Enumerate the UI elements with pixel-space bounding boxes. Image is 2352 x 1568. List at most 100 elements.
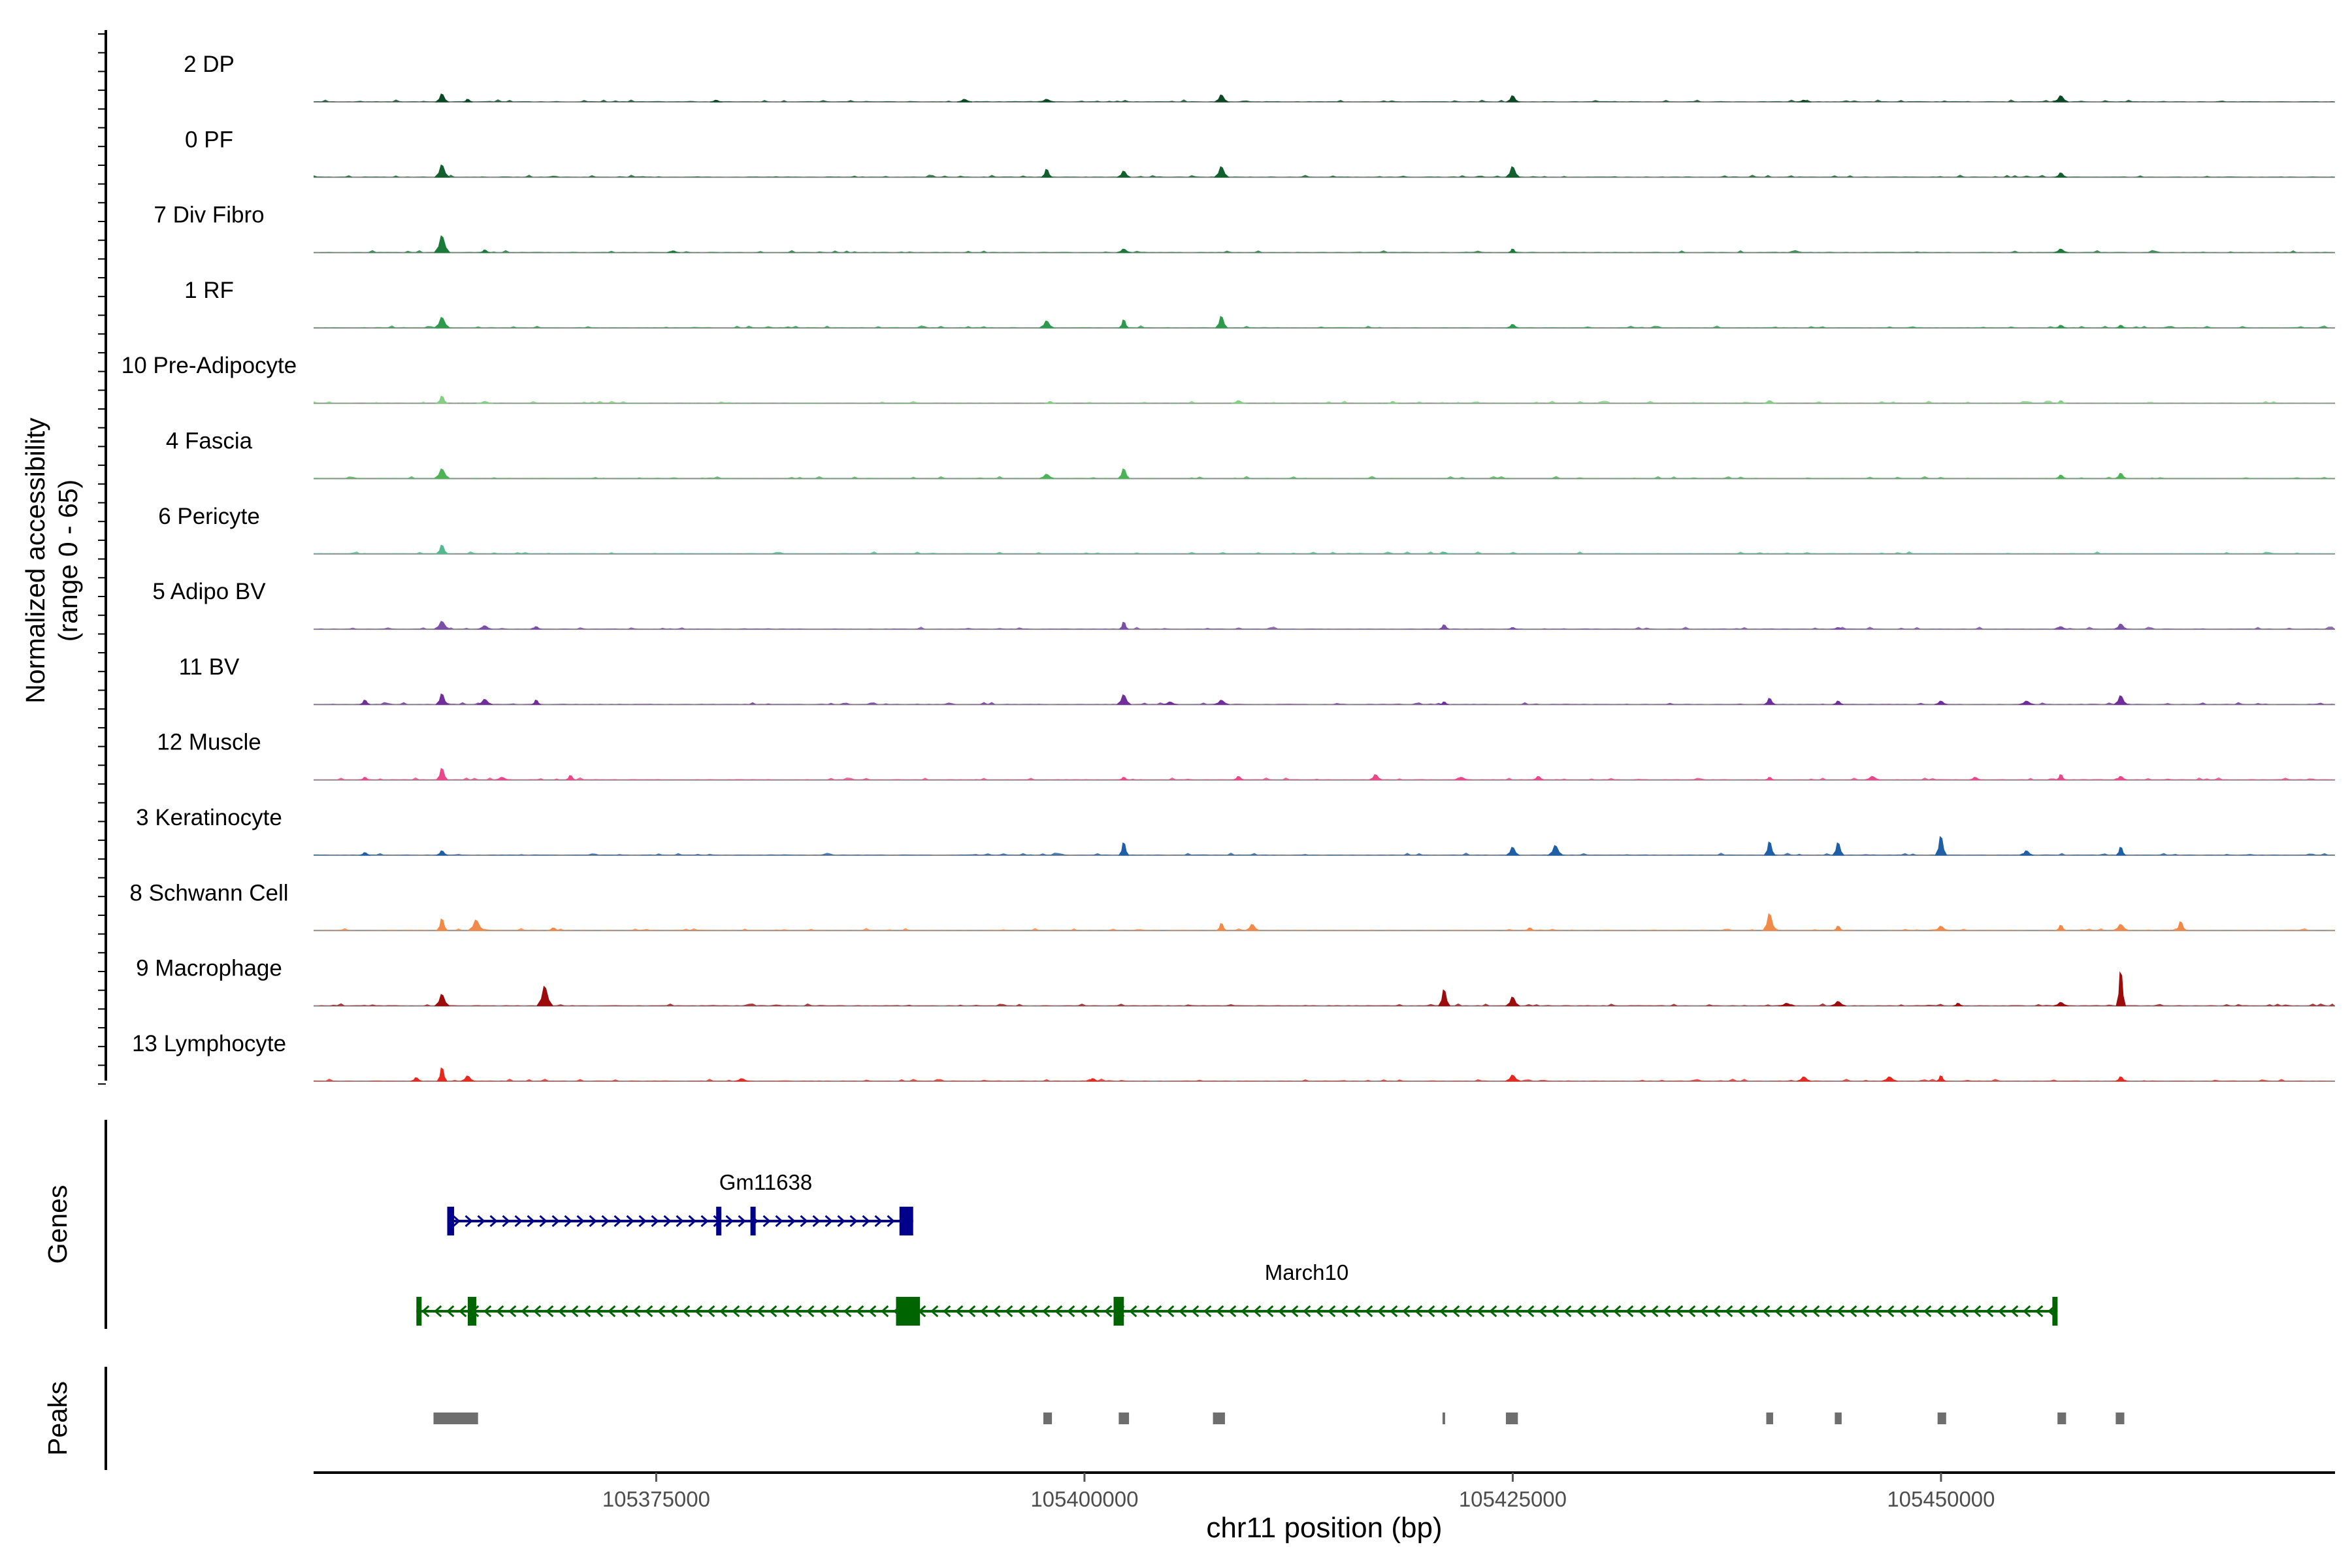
coverage-tracks: 2 DP 0 PF 7 Div Fibro 1 RF 10 Pre-Adipocyte 4…	[122, 52, 2335, 1082]
track-peak	[2054, 924, 2068, 931]
strand-chevron	[707, 1305, 715, 1318]
track-peak	[2055, 474, 2067, 479]
track-peak	[435, 395, 449, 404]
strand-chevron	[477, 1215, 485, 1228]
track-peak	[476, 400, 494, 404]
strand-chevron	[992, 1305, 1001, 1318]
track-peak	[1439, 701, 1450, 705]
gene-exon	[467, 1297, 477, 1326]
track-peak	[1831, 842, 1845, 856]
track-13: 9 Macrophage	[136, 956, 2335, 1007]
strand-chevron	[1961, 1305, 1969, 1318]
strand-chevron	[955, 1305, 964, 1318]
strand-chevron	[1253, 1305, 1262, 1318]
strand-chevron	[446, 1305, 455, 1318]
strand-chevron	[1762, 1305, 1771, 1318]
gene-label: Gm11638	[719, 1170, 812, 1194]
x-tick-label: 105375000	[602, 1487, 710, 1511]
strand-chevron	[1365, 1305, 1373, 1318]
track-noise	[314, 627, 2335, 630]
x-axis-ticks: 105375000 105400000 105425000 105450000	[602, 1473, 1995, 1511]
strand-chevron	[1191, 1305, 1200, 1318]
peaks-panel: Peaks	[42, 1367, 2125, 1470]
track-peak	[2054, 325, 2068, 329]
track-12: 8 Schwann Cell	[129, 880, 2335, 932]
track-peak	[2053, 1002, 2069, 1007]
strand-chevron	[738, 1215, 746, 1228]
strand-chevron	[1936, 1305, 1944, 1318]
strand-chevron	[1787, 1305, 1795, 1318]
strand-chevron	[1452, 1305, 1460, 1318]
strand-chevron	[1501, 1305, 1510, 1318]
strand-chevron	[825, 1215, 833, 1228]
strand-chevron	[812, 1215, 821, 1228]
strand-chevron	[757, 1305, 765, 1318]
strand-chevron	[1203, 1305, 1212, 1318]
strand-chevron	[1179, 1305, 1187, 1318]
track-peak	[1531, 776, 1545, 781]
track-peak	[2115, 325, 2127, 329]
track-peak	[1116, 694, 1132, 705]
strand-chevron	[1638, 1305, 1646, 1318]
strand-chevron	[1241, 1305, 1249, 1318]
strand-chevron	[744, 1305, 753, 1318]
strand-chevron	[862, 1215, 870, 1228]
strand-chevron	[539, 1215, 547, 1228]
track-peak	[479, 250, 491, 253]
gene-exon	[899, 1207, 913, 1235]
strand-chevron	[1340, 1305, 1348, 1318]
peak-region	[1119, 1413, 1130, 1424]
strand-chevron	[583, 1305, 591, 1318]
strand-chevron	[868, 1305, 877, 1318]
track-peak	[2053, 248, 2069, 253]
strand-chevron	[775, 1215, 783, 1228]
track-peak	[1245, 924, 1260, 931]
strand-chevron	[1166, 1305, 1175, 1318]
track-peak	[466, 919, 486, 931]
track-peak	[1796, 99, 1812, 103]
track-label: 7 Div Fibro	[154, 203, 264, 228]
strand-chevron	[570, 1305, 579, 1318]
track-peak	[547, 927, 561, 931]
x-axis: 105375000 105400000 105425000 105450000 chr…	[314, 1471, 2335, 1544]
strand-chevron	[1477, 1305, 1485, 1318]
strand-chevron	[676, 1215, 684, 1228]
strand-chevron	[651, 1215, 659, 1228]
strand-chevron	[781, 1305, 790, 1318]
track-noise	[314, 1078, 2335, 1081]
strand-chevron	[930, 1305, 939, 1318]
strand-chevron	[1985, 1305, 1994, 1318]
gene-models: Gm11638 March10	[416, 1170, 2058, 1326]
strand-chevron	[849, 1215, 858, 1228]
track-peak	[435, 544, 449, 555]
track-peak	[1864, 776, 1881, 781]
track-noise	[314, 400, 2335, 404]
gene-exon	[447, 1207, 455, 1235]
track-noise	[314, 250, 2335, 253]
strand-chevron	[1613, 1305, 1622, 1318]
track-peak	[1116, 171, 1131, 178]
track-noise	[314, 928, 2335, 931]
strand-chevron	[1973, 1305, 1982, 1318]
track-peak	[434, 994, 451, 1007]
track-peak	[1388, 400, 1398, 404]
track-peak	[1763, 841, 1776, 856]
track-peak	[1044, 400, 1056, 404]
track-peak	[433, 621, 452, 630]
track-peak	[2018, 700, 2035, 705]
strand-chevron	[1067, 1305, 1075, 1318]
track-noise	[314, 174, 2335, 178]
track-label: 9 Macrophage	[136, 956, 282, 981]
track-9: 11 BV	[179, 654, 2335, 706]
genes-panel: Genes Gm11638 March10	[42, 1120, 2058, 1329]
strand-chevron	[632, 1305, 641, 1318]
track-peak	[1763, 698, 1777, 705]
strand-chevron	[688, 1215, 696, 1228]
gene-gm11638: Gm11638	[447, 1170, 913, 1235]
track-5: 10 Pre-Adipocyte	[122, 353, 2335, 404]
x-tick-label: 105400000	[1030, 1487, 1138, 1511]
strand-chevron	[1290, 1305, 1299, 1318]
track-2: 0 PF	[185, 127, 2335, 178]
strand-chevron	[1675, 1305, 1684, 1318]
track-peak	[666, 250, 680, 253]
